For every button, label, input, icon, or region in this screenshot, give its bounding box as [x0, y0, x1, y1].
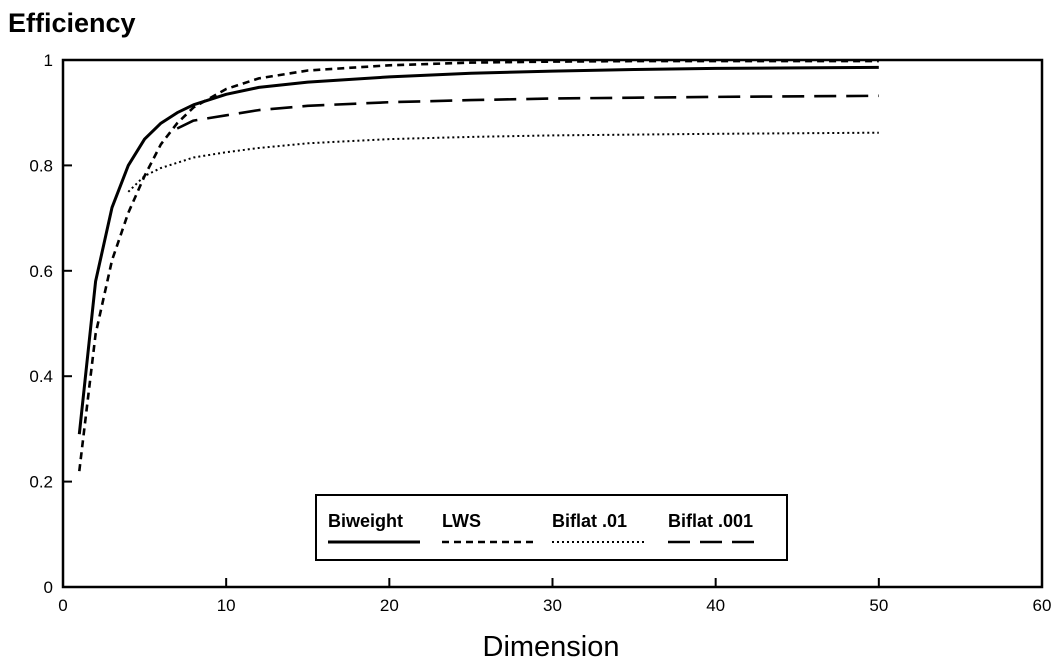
- x-axis-title: Dimension: [483, 631, 620, 661]
- y-tick-label: 0.8: [29, 156, 53, 175]
- series-line-biweight: [77, 65, 879, 435]
- legend-label-lws: LWS: [442, 511, 481, 531]
- x-tick-label: 20: [380, 596, 399, 615]
- y-axis-title: Efficiency: [8, 8, 136, 38]
- series-line-biflat-001: [176, 94, 879, 130]
- x-tick-label: 60: [1033, 596, 1052, 615]
- x-tick-label: 0: [58, 596, 67, 615]
- legend-label-biweight: Biweight: [328, 511, 403, 531]
- y-tick-label: 0.2: [29, 473, 53, 492]
- series-line-lws: [78, 59, 879, 472]
- x-tick-label: 50: [869, 596, 888, 615]
- y-axis: 0 0.2 0.4 0.6 0.8 1: [29, 51, 72, 597]
- legend: Biweight LWS Biflat .01 Biflat .001: [315, 494, 788, 561]
- series-line-biflat-01: [127, 131, 879, 193]
- x-tick-label: 40: [706, 596, 725, 615]
- legend-label-biflat-01: Biflat .01: [552, 511, 627, 531]
- y-tick-label: 0: [44, 578, 53, 597]
- y-tick-label: 0.4: [29, 367, 53, 386]
- x-tick-label: 10: [217, 596, 236, 615]
- series-layer: [77, 59, 879, 472]
- y-tick-label: 0.6: [29, 262, 53, 281]
- x-tick-label: 30: [543, 596, 562, 615]
- legend-box: [315, 494, 788, 561]
- legend-label-biflat-001: Biflat .001: [668, 511, 753, 531]
- x-axis: 0 10 20 30 40 50 60: [58, 578, 1051, 615]
- y-tick-label: 1: [44, 51, 53, 70]
